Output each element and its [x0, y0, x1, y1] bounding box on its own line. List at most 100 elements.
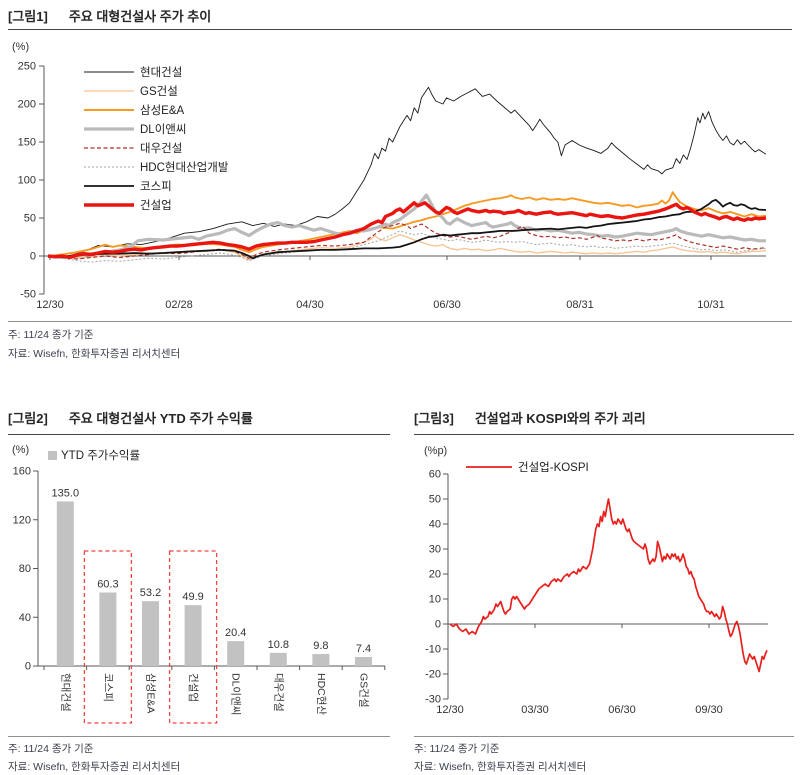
x-tick-label: 02/28 [165, 299, 193, 311]
bar-value-label-3: 49.9 [182, 591, 203, 603]
y-tick-label: 80 [19, 563, 31, 575]
bar-value-label-0: 135.0 [52, 487, 80, 499]
x-tick-label: 04/30 [296, 299, 324, 311]
bar-1 [99, 592, 117, 666]
y-tick-label: 50 [429, 494, 441, 506]
fig3-note: 주: 11/24 종가 기준 [414, 743, 500, 755]
y-tick-label: 0 [30, 251, 36, 263]
fig3-title: 건설업과 KOSPI와의 주가 괴리 [474, 411, 646, 426]
bar-value-label-1: 60.3 [97, 579, 118, 591]
highlight-box-3 [168, 550, 218, 724]
bar-category-label-4: DL이앤씨 [230, 673, 242, 715]
bar-value-label-7: 7.4 [356, 643, 371, 655]
fig2-note-divider [8, 736, 390, 737]
y-tick-label: 60 [429, 469, 441, 481]
series-line-1 [47, 234, 767, 261]
y-tick-label: 10 [429, 594, 441, 606]
fig1-title: 주요 대형건설사 주가 추이 [68, 9, 212, 24]
legend-swatch [48, 451, 57, 460]
x-tick-label: 10/31 [697, 299, 725, 311]
y-axis-unit: (%p) [424, 445, 447, 457]
x-tick-label: 12/30 [436, 704, 464, 716]
bar-value-label-6: 9.8 [313, 640, 328, 652]
x-tick-label: 06/30 [433, 299, 461, 311]
series-line-7 [47, 201, 767, 260]
fig1-tag: [그림1] [8, 9, 48, 24]
y-tick-label: -20 [425, 669, 441, 681]
bar-2 [142, 601, 159, 666]
legend-label: 건설업-KOSPI [518, 461, 589, 474]
fig3-tag: [그림3] [414, 411, 454, 426]
fig1-source: 자료: Wisefn, 한화투자증권 리서치센터 [8, 348, 181, 360]
y-tick-label: 120 [13, 514, 31, 526]
y-tick-label: 150 [18, 137, 36, 149]
y-axis-unit: (%) [12, 444, 29, 456]
y-tick-label: 100 [18, 175, 36, 187]
fig2-tag: [그림2] [8, 411, 48, 426]
bar-5 [269, 652, 287, 666]
y-tick-label: 200 [18, 99, 36, 111]
kospi-gap-line-chart: (%p) 건설업-KOSPI 60 50 40 30 20 10 0 -10 -20 -3012/30… [424, 445, 768, 716]
legend-label-3: DL이앤씨 [140, 123, 186, 136]
series-line-0 [47, 86, 767, 258]
highlight-box-1 [83, 550, 133, 724]
bar-category-label-7: GS건설 [358, 673, 370, 708]
bar-value-label-2: 53.2 [140, 587, 161, 599]
bar-6 [312, 654, 330, 666]
x-tick-label: 09/30 [695, 704, 723, 716]
y-tick-label: -30 [425, 694, 441, 706]
y-tick-label: 40 [19, 612, 31, 624]
fig1-header-divider [8, 29, 792, 30]
bar-category-label-1: 코스피 [102, 673, 114, 702]
fig3-source: 자료: Wisefn, 한화투자증권 리서치센터 [414, 761, 587, 773]
bar-value-label-5: 10.8 [268, 639, 289, 651]
fig1-note-divider [8, 321, 792, 322]
legend-label-7: 건설업 [140, 199, 172, 212]
fig2-source: 자료: Wisefn, 한화투자증권 리서치센터 [8, 761, 181, 773]
series-line-3 [47, 193, 766, 260]
y-tick-label: -50 [20, 289, 36, 301]
legend-label-1: GS건설 [140, 85, 178, 98]
x-tick-label: 08/31 [566, 299, 594, 311]
fig1-note: 주: 11/24 종가 기준 [8, 329, 94, 341]
y-tick-label: 0 [25, 661, 31, 673]
bar-category-label-6: HDC현산 [315, 673, 327, 715]
bar-category-label-2: 삼성E&A [145, 673, 157, 713]
legend-label-2: 삼성E&A [140, 104, 185, 117]
legend-label-5: HDC현대산업개발 [140, 161, 229, 174]
y-tick-label: 0 [435, 619, 441, 631]
y-tick-label: 160 [13, 466, 31, 478]
bar-7 [355, 656, 372, 666]
y-tick-label: -10 [425, 644, 441, 656]
series-line-4 [47, 222, 767, 260]
x-tick-label: 03/30 [521, 704, 549, 716]
ytd-return-bar-chart: (%) YTD 주가수익률 160 120 80 40 0 135.0 현대건설 60.3 코스피 5… [12, 444, 386, 724]
fig2-header-divider [8, 434, 390, 435]
bar-category-label-5: 대우건설 [272, 673, 284, 712]
legend-label: YTD 주가수익률 [61, 449, 140, 462]
fig2-header: [그림2] 주요 대형건설사 YTD 주가 수익률 [8, 408, 390, 427]
fig3-header: [그림3] 건설업과 KOSPI와의 주가 괴리 [414, 408, 794, 427]
bar-0 [56, 501, 74, 666]
bar-3 [184, 605, 202, 666]
x-tick-label: 06/30 [608, 704, 636, 716]
fig3-note-divider [414, 736, 794, 737]
series-line [449, 498, 768, 673]
bar-category-label-0: 현대건설 [59, 673, 71, 712]
y-tick-label: 50 [24, 213, 36, 225]
series-line-2 [47, 191, 767, 257]
y-tick-label: 40 [429, 519, 441, 531]
legend-label-6: 코스피 [140, 180, 172, 193]
bar-4 [227, 641, 245, 666]
x-tick-label: 12/30 [36, 299, 64, 311]
y-axis-unit: (%) [12, 41, 29, 53]
fig2-title: 주요 대형건설사 YTD 주가 수익률 [68, 411, 253, 426]
fig1-header: [그림1] 주요 대형건설사 주가 추이 [8, 6, 792, 25]
fig3-header-divider [414, 434, 794, 435]
legend-label-0: 현대건설 [140, 66, 182, 79]
fig2-note: 주: 11/24 종가 기준 [8, 743, 94, 755]
bar-category-label-3: 건설업 [187, 673, 200, 702]
y-tick-label: 20 [429, 569, 441, 581]
